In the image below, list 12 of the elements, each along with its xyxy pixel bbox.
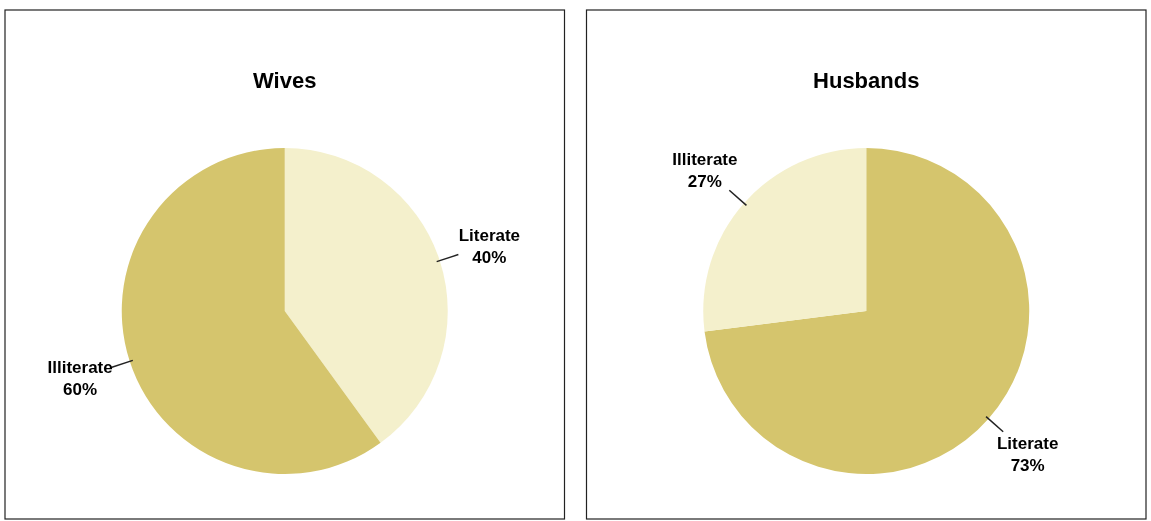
data-label: 73% [1010, 456, 1045, 476]
slice-label: Illiterate [47, 358, 113, 378]
slice-label: Literate [996, 434, 1059, 454]
data-label: 27% [687, 171, 722, 191]
data-label: 40% [472, 247, 507, 267]
chart-title: Husbands [813, 68, 920, 93]
pie-slice [284, 148, 448, 443]
data-label: 60% [63, 380, 98, 400]
chart-title: Wives [253, 68, 317, 93]
slice-label: Literate [458, 225, 521, 245]
pie-slice [121, 148, 381, 474]
slice-label: Illiterate [672, 149, 738, 169]
